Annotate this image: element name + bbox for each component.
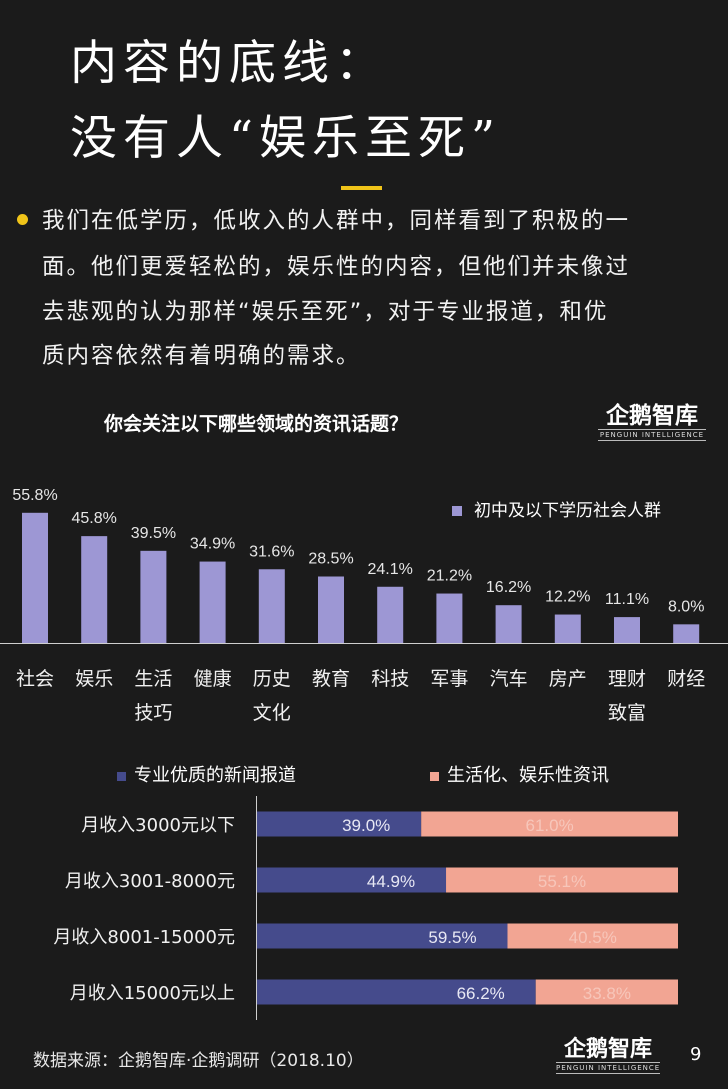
chart1-bar-10 (554, 614, 581, 643)
chart2-value-label-3-series-1: 59.5% (428, 928, 476, 947)
chart1-category-label-7-1: 科技 (371, 668, 409, 690)
chart1-category-label-8-1: 军事 (430, 668, 468, 690)
chart2-bar-4-series-1 (257, 979, 536, 1005)
chart2-bar-3-series-1 (257, 923, 508, 949)
chart2-category-label-3: 月收入8001-15000元 (53, 927, 235, 948)
chart1-category-label-3-2: 技巧 (134, 702, 172, 724)
chart2-bar-2-series-1 (257, 867, 447, 893)
chart1-bar-8 (436, 593, 463, 643)
chart2-category-label-2: 月收入3001-8000元 (65, 871, 235, 892)
chart2-legend-label-1: 专业优质的新闻报道 (134, 765, 296, 786)
chart2-value-label-1-series-2: 61.0% (525, 816, 573, 835)
chart1-bar-9 (495, 605, 522, 643)
chart1-value-label-5: 31.6% (249, 543, 294, 560)
chart2-value-label-3-series-2: 40.5% (569, 928, 617, 947)
chart1-bar-7 (377, 586, 404, 643)
chart1-category-label-11-2: 致富 (608, 702, 646, 724)
chart2-bar-4-series-2 (535, 979, 678, 1005)
intro-line-2: 面。他们更爱轻松的，娱乐性的内容，但他们并未像过 (42, 254, 631, 280)
intro-line-3: 去悲观的认为那样“娱乐至死”，对于专业报道，和优 (42, 299, 609, 325)
intro-line-4: 质内容依然有着明确的需求。 (42, 343, 361, 369)
page-title-line-1: 内容的底线： (70, 36, 388, 91)
bullet-dot-icon (17, 214, 28, 225)
chart2-category-label-1: 月收入3000元以下 (81, 815, 235, 836)
chart1-category-label-11-1: 理财 (608, 668, 646, 690)
chart2-bar-3-series-2 (507, 923, 678, 949)
chart2-value-label-1-series-1: 39.0% (342, 816, 390, 835)
chart2-bar-1-series-1 (257, 811, 422, 837)
chart2-legend-item-1: 专业优质的新闻报道 (117, 761, 296, 787)
title-accent-underline (341, 186, 382, 190)
chart1-bar-12 (673, 624, 700, 643)
chart1-value-label-7: 24.1% (368, 561, 413, 578)
chart1-legend-label: 初中及以下学历社会人群 (474, 501, 661, 521)
chart2-legend-swatch-2 (430, 771, 439, 781)
chart1-value-label-12: 8.0% (668, 598, 704, 615)
chart1-legend: 初中及以下学历社会人群 (452, 496, 661, 521)
data-source: 数据来源：企鹅智库·企鹅调研（2018.10） (33, 1051, 364, 1071)
chart1-category-label-3-1: 生活 (134, 668, 172, 690)
chart1-category-label-4-1: 健康 (194, 668, 232, 690)
chart2-category-label-4: 月收入15000元以上 (70, 983, 235, 1004)
chart1-value-label-4: 34.9% (190, 536, 235, 553)
logo-name: 企鹅智库 (606, 402, 698, 429)
chart2-legend-swatch-1 (117, 771, 126, 781)
logo-top: 企鹅智库 PENGUIN INTELLIGENCE (598, 404, 706, 441)
chart1-value-label-9: 16.2% (486, 579, 531, 596)
chart2-value-label-4-series-2: 33.8% (583, 984, 631, 1003)
chart1-bar-2 (81, 536, 108, 643)
chart2-bar-1-series-2 (421, 811, 678, 837)
page-title-line-2: 没有人“娱乐至死” (70, 111, 502, 166)
chart1-category-label-12-1: 财经 (667, 668, 705, 690)
chart2-value-label-4-series-1: 66.2% (457, 984, 505, 1003)
chart1-bar-4 (199, 561, 226, 643)
chart-title: 你会关注以下哪些领域的资讯话题？ (104, 413, 409, 435)
chart1-value-label-8: 21.2% (427, 568, 472, 585)
logo-subtitle: PENGUIN INTELLIGENCE (598, 429, 706, 441)
chart1-value-label-3: 39.5% (131, 525, 176, 542)
chart1-bar-1 (22, 512, 48, 643)
logo-bottom-subtitle: PENGUIN INTELLIGENCE (556, 1062, 661, 1074)
chart1-category-label-9-1: 汽车 (490, 668, 528, 690)
chart2-legend-label-2: 生活化、娱乐性资讯 (447, 765, 609, 786)
intro-line-1: 我们在低学历，低收入的人群中，同样看到了积极的一 (42, 208, 631, 234)
chart2-value-label-2-series-2: 55.1% (538, 872, 586, 891)
chart1-bar-11 (614, 617, 640, 643)
chart1-bar-5 (258, 569, 285, 643)
chart1-value-label-2: 45.8% (72, 510, 117, 527)
logo-bottom: 企鹅智库 PENGUIN INTELLIGENCE (556, 1038, 660, 1074)
chart1-category-label-5-1: 历史 (253, 668, 291, 690)
chart1-category-label-6-1: 教育 (312, 668, 350, 690)
chart1-legend-swatch (452, 506, 462, 516)
chart1-category-label-10-1: 房产 (549, 668, 587, 690)
page-number: 9 (690, 1044, 702, 1065)
chart1-category-label-1-1: 社会 (16, 668, 54, 690)
chart1-value-label-1: 55.8% (12, 487, 57, 504)
chart2-bar-2-series-2 (446, 867, 678, 893)
chart1-value-label-6: 28.5% (308, 551, 353, 568)
chart1-category-label-2-1: 娱乐 (75, 668, 113, 690)
logo-bottom-name: 企鹅智库 (563, 1036, 652, 1062)
chart1-category-label-5-2: 文化 (253, 702, 291, 724)
chart1-value-label-11: 11.1% (605, 591, 649, 608)
chart1-bar-6 (318, 576, 344, 643)
chart1-bar-3 (140, 550, 167, 643)
chart2-value-label-2-series-1: 44.9% (367, 872, 415, 891)
chart1-value-label-10: 12.2% (545, 589, 590, 606)
chart2-legend-item-2: 生活化、娱乐性资讯 (430, 761, 609, 787)
